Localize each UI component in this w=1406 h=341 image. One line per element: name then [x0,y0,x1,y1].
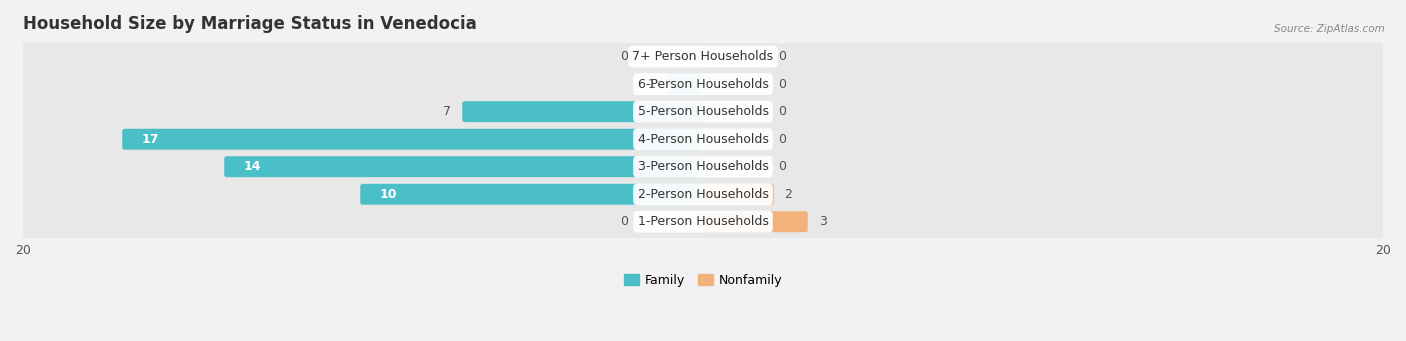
Text: Source: ZipAtlas.com: Source: ZipAtlas.com [1274,24,1385,34]
FancyBboxPatch shape [700,101,766,122]
FancyBboxPatch shape [700,211,807,232]
FancyBboxPatch shape [18,95,1388,129]
FancyBboxPatch shape [18,150,1388,183]
Text: 2-Person Households: 2-Person Households [637,188,769,201]
Text: 3-Person Households: 3-Person Households [637,160,769,173]
Text: 0: 0 [778,50,786,63]
FancyBboxPatch shape [463,101,706,122]
Text: 14: 14 [245,160,262,173]
Text: 0: 0 [620,215,628,228]
FancyBboxPatch shape [700,74,766,94]
FancyBboxPatch shape [700,129,766,150]
FancyBboxPatch shape [700,156,766,177]
Text: 10: 10 [380,188,398,201]
FancyBboxPatch shape [18,40,1388,73]
Text: 0: 0 [778,78,786,91]
FancyBboxPatch shape [18,68,1388,101]
Text: 17: 17 [142,133,159,146]
Text: 4-Person Households: 4-Person Households [637,133,769,146]
FancyBboxPatch shape [224,156,706,177]
Text: 0: 0 [778,105,786,118]
FancyBboxPatch shape [18,122,1388,156]
Text: 2: 2 [785,188,793,201]
FancyBboxPatch shape [700,46,766,67]
FancyBboxPatch shape [360,184,706,205]
Text: 7+ Person Households: 7+ Person Households [633,50,773,63]
Text: 6-Person Households: 6-Person Households [637,78,769,91]
Text: 0: 0 [778,160,786,173]
FancyBboxPatch shape [666,74,706,94]
Text: 5-Person Households: 5-Person Households [637,105,769,118]
Text: 0: 0 [620,50,628,63]
Text: 1: 1 [648,78,655,91]
Legend: Family, Nonfamily: Family, Nonfamily [624,274,782,287]
Text: 3: 3 [818,215,827,228]
FancyBboxPatch shape [700,184,773,205]
FancyBboxPatch shape [122,129,706,150]
Text: 7: 7 [443,105,451,118]
Text: Household Size by Marriage Status in Venedocia: Household Size by Marriage Status in Ven… [22,15,477,33]
FancyBboxPatch shape [18,177,1388,211]
Text: 0: 0 [778,133,786,146]
FancyBboxPatch shape [18,205,1388,239]
Text: 1-Person Households: 1-Person Households [637,215,769,228]
